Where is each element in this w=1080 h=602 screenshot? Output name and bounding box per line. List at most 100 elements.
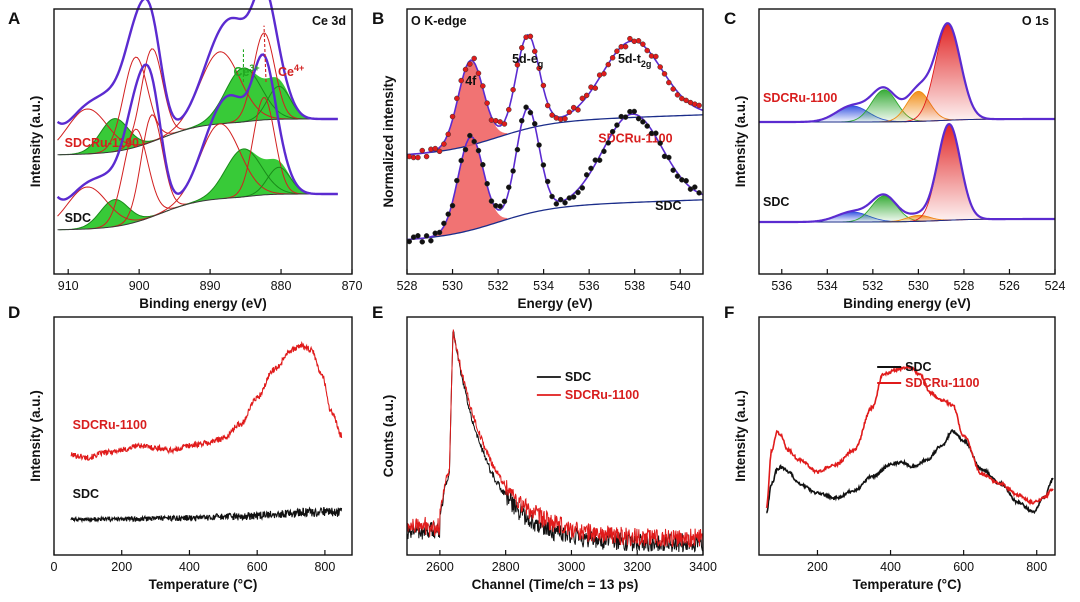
x-tick-label-C-4: 528	[953, 279, 974, 293]
data-point-SDCRu-1100	[579, 95, 586, 102]
legend-label-SDC: SDC	[565, 370, 591, 384]
x-tick-label-F-0: 200	[807, 560, 828, 574]
plot-frame-C	[758, 8, 1056, 275]
x-axis-title-A: Binding energy (eV)	[139, 296, 267, 311]
plot-frame-E	[406, 316, 704, 556]
panel-letter-E: E	[372, 303, 383, 322]
data-point-SDC	[488, 198, 495, 204]
x-tick-label-B-2: 532	[488, 279, 509, 293]
data-point-SDCRu-1100	[674, 92, 681, 98]
x-tick-label-D-2: 400	[179, 560, 200, 574]
data-point-SDC	[674, 173, 681, 179]
panel-letter-C: C	[724, 9, 736, 28]
x-tick-label-B-1: 530	[442, 279, 463, 293]
data-point-SDC	[622, 114, 629, 120]
data-point-SDC	[596, 157, 603, 163]
data-point-SDC	[696, 190, 702, 196]
envelope-SDCRu-1100	[759, 22, 1055, 124]
spectrum-SDC: SDC	[56, 53, 338, 231]
data-point-SDC	[614, 122, 620, 128]
x-tick-label-B-6: 540	[670, 279, 691, 293]
data-point-SDC	[631, 108, 637, 115]
background-line-SDCRu-1100	[57, 118, 338, 156]
data-point-SDC	[553, 201, 560, 207]
data-point-SDCRu-1100	[605, 61, 612, 68]
plot-frame-F	[758, 316, 1056, 556]
data-point-SDCRu-1100	[536, 65, 542, 72]
fit-component-SDCRu-1100-4	[110, 48, 195, 153]
panel-letter-A: A	[8, 9, 20, 28]
data-point-SDCRu-1100	[566, 109, 573, 115]
annotation-leader-1	[263, 25, 267, 83]
ce4-area-SDCRu-1100	[58, 2, 338, 155]
data-point-SDCRu-1100	[467, 61, 473, 67]
x-tick-label-A-0: 910	[58, 279, 79, 293]
series-label-SDC: SDC	[73, 487, 99, 501]
data-point-SDCRu-1100	[475, 70, 482, 76]
plot-frame-D	[53, 316, 353, 556]
data-point-SDC	[579, 185, 586, 191]
data-point-SDCRu-1100	[562, 115, 568, 122]
spectrum-SDC: SDC	[759, 122, 1055, 224]
data-point-SDCRu-1100	[696, 102, 702, 109]
y-axis-title-E: Counts (a.u.)	[381, 395, 396, 478]
peak-label-0: 4f	[465, 74, 477, 88]
data-point-SDC	[640, 119, 646, 125]
data-point-SDCRu-1100	[592, 85, 599, 91]
data-point-SDCRu-1100	[458, 77, 464, 84]
data-point-SDC	[544, 178, 551, 185]
x-tick-label-B-5: 538	[624, 279, 645, 293]
x-tick-label-A-1: 900	[129, 279, 150, 293]
data-point-SDC	[506, 184, 512, 191]
shaded-4f-SDCRu-1100	[434, 60, 508, 152]
data-point-SDCRu-1100	[609, 55, 616, 61]
data-point-SDCRu-1100	[436, 148, 443, 155]
data-point-SDC	[480, 161, 486, 168]
data-point-SDCRu-1100	[445, 131, 451, 138]
data-point-SDC	[475, 147, 482, 154]
data-point-SDC	[519, 117, 525, 124]
x-axis-title-E: Channel (Time/ch = 13 ps)	[472, 577, 639, 592]
data-point-SDCRu-1100	[627, 35, 633, 42]
y-axis-title-B: Normalized intensity	[381, 75, 396, 208]
data-point-SDCRu-1100	[601, 70, 607, 77]
data-point-SDC	[557, 196, 564, 203]
corner-label-A: Ce 3d	[312, 14, 346, 28]
x-tick-label-D-3: 600	[247, 560, 268, 574]
data-point-SDC	[536, 142, 542, 148]
data-point-SDCRu-1100	[514, 62, 521, 68]
x-tick-label-D-0: 0	[51, 560, 58, 574]
data-point-SDC	[527, 109, 534, 116]
sample-label-SDCRu-1100: SDCRu-1100	[763, 91, 837, 105]
panel-E: E SDC SDCRu-1100 2600 2800 3000 3200 3400 Channe…	[372, 303, 717, 592]
y-axis-title-A: Intensity (a.u.)	[28, 96, 43, 188]
fit-component-SDC-5	[140, 123, 299, 222]
x-tick-label-C-0: 536	[771, 279, 792, 293]
data-point-SDC	[635, 115, 642, 122]
envelope-SDC	[56, 53, 338, 201]
data-point-SDC	[501, 198, 508, 205]
panel-A: A SDCRu-1100 SDC Ce 3d Ce3+ Ce4+ 910 900 890 880 8…	[8, 0, 362, 311]
legend-label-SDCRu-1100: SDCRu-1100	[565, 388, 639, 402]
series-line-SDCRu-1100	[406, 329, 704, 548]
data-point-SDCRu-1100	[454, 95, 460, 102]
ce3-area-SDC	[57, 148, 338, 230]
fit-component-SDC-2	[59, 199, 170, 231]
data-point-SDCRu-1100	[449, 113, 456, 120]
plot-frame-A	[53, 8, 353, 275]
y-axis-title-F: Intensity (a.u.)	[733, 390, 748, 482]
data-point-SDCRu-1100	[575, 107, 581, 113]
data-point-SDCRu-1100	[640, 41, 646, 47]
x-tick-label-A-3: 880	[271, 279, 292, 293]
data-point-SDC	[657, 140, 663, 146]
data-point-SDC	[454, 177, 460, 184]
data-point-SDC	[471, 138, 477, 145]
x-tick-label-E-0: 2600	[426, 560, 454, 574]
fit-component-SDCRu-1100-2	[59, 118, 170, 156]
data-point-SDCRu-1100	[501, 121, 508, 127]
data-point-SDCRu-1100	[419, 147, 426, 154]
background-line-SDC	[57, 193, 338, 231]
data-point-SDC	[497, 203, 503, 209]
data-point-SDCRu-1100	[614, 48, 620, 54]
